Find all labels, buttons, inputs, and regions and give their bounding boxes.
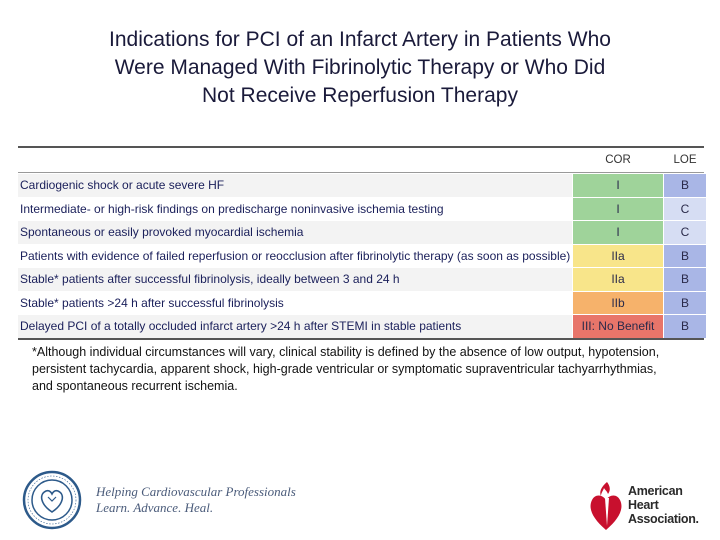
table-row: Stable* patients after successful fibrin…	[18, 267, 706, 291]
loe-cell: B	[663, 315, 706, 338]
title-line-2: Were Managed With Fibrinolytic Therapy o…	[114, 56, 606, 79]
table-body: Cardiogenic shock or acute severe HF I B…	[18, 173, 706, 338]
loe-cell: B	[663, 291, 706, 314]
cor-cell: III: No Benefit	[572, 315, 663, 338]
aha-line-1: American	[628, 484, 683, 498]
table-row: Intermediate- or high-risk findings on p…	[18, 196, 706, 220]
table-header-row: COR LOE	[18, 148, 704, 173]
acc-tagline-line-2: Learn. Advance. Heal.	[96, 500, 214, 515]
stability-footnote: *Although individual circumstances will …	[32, 345, 660, 393]
header-cor: COR	[572, 148, 663, 172]
recommendations-table: COR LOE Cardiogenic shock or acute sever…	[18, 146, 706, 340]
cor-cell: I	[572, 221, 663, 244]
indication-cell: Intermediate- or high-risk findings on p…	[20, 201, 444, 216]
aha-wordmark: American Heart Association.	[628, 484, 699, 526]
indication-cell: Spontaneous or easily provoked myocardia…	[18, 221, 572, 244]
table-row: Spontaneous or easily provoked myocardia…	[18, 220, 706, 244]
acc-tagline: Helping Cardiovascular Professionals Lea…	[96, 484, 296, 516]
loe-cell: B	[663, 174, 706, 197]
loe-cell: C	[663, 197, 706, 220]
table-row: Stable* patients >24 h after successful …	[18, 290, 706, 314]
page-title: Indications for PCI of an Infarct Artery…	[30, 26, 690, 110]
loe-cell: B	[663, 268, 706, 291]
title-line-3: Not Receive Reperfusion Therapy	[202, 84, 518, 107]
indication-cell: Patients with evidence of failed reperfu…	[20, 248, 571, 263]
indication-cell: Cardiogenic shock or acute severe HF	[18, 174, 572, 197]
title-line-1: Indications for PCI of an Infarct Artery…	[109, 28, 611, 51]
loe-cell: C	[663, 221, 706, 244]
indication-cell: Stable* patients >24 h after successful …	[20, 295, 284, 310]
aha-heart-torch-icon	[590, 482, 622, 530]
acc-tagline-line-1: Helping Cardiovascular Professionals	[96, 484, 296, 499]
table-row: Cardiogenic shock or acute severe HF I B	[18, 173, 706, 197]
aha-line-3: Association.	[628, 512, 699, 526]
indication-cell: Stable* patients after successful fibrin…	[18, 268, 572, 291]
cor-cell: IIa	[572, 244, 663, 267]
cor-cell: I	[572, 197, 663, 220]
table-row: Delayed PCI of a totally occluded infarc…	[18, 314, 706, 338]
table-row: Patients with evidence of failed reperfu…	[18, 243, 706, 267]
cor-cell: I	[572, 174, 663, 197]
header-indication	[18, 148, 572, 172]
header-loe: LOE	[663, 148, 706, 172]
loe-cell: B	[663, 244, 706, 267]
cor-cell: IIb	[572, 291, 663, 314]
aha-line-2: Heart	[628, 498, 659, 512]
acc-seal-icon	[22, 470, 82, 530]
cor-cell: IIa	[572, 268, 663, 291]
indication-cell: Delayed PCI of a totally occluded infarc…	[18, 315, 572, 338]
